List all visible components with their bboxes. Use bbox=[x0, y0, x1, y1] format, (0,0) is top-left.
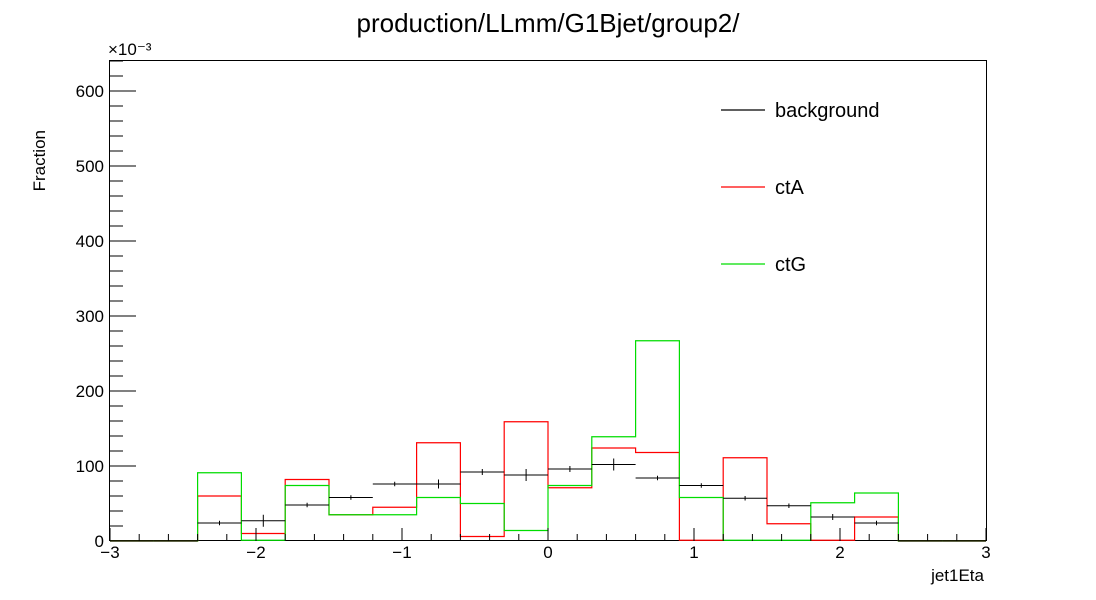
series-ctG-line bbox=[110, 340, 986, 542]
background-point bbox=[416, 479, 461, 489]
y-axis-multiplier: ×10⁻³ bbox=[108, 40, 152, 59]
chart-title: production/LLmm/G1Bjet/group2/ bbox=[357, 8, 741, 38]
x-tick-label: 3 bbox=[981, 543, 990, 562]
x-tick-label: 0 bbox=[543, 543, 552, 562]
background-point bbox=[723, 496, 767, 501]
x-tick-label: −2 bbox=[246, 543, 265, 562]
y-tick-label: 600 bbox=[76, 82, 104, 101]
background-point bbox=[372, 481, 417, 487]
y-tick-label: 0 bbox=[95, 532, 104, 551]
y-axis-label: Fraction bbox=[30, 130, 49, 191]
background-point bbox=[504, 469, 548, 481]
y-tick-label: 100 bbox=[76, 457, 104, 476]
x-tick-label: 1 bbox=[689, 543, 698, 562]
y-tick-label: 400 bbox=[76, 232, 104, 251]
axes-layer: −3 −2 −1 0 1 2 3 0 100 200 300 400 500 600 bbox=[76, 60, 991, 562]
background-point bbox=[460, 469, 505, 475]
x-tick-label: 2 bbox=[835, 543, 844, 562]
background-point bbox=[767, 503, 811, 508]
legend: background ctA ctG bbox=[721, 100, 880, 276]
y-tick-label: 300 bbox=[76, 307, 104, 326]
y-tick-label: 200 bbox=[76, 382, 104, 401]
background-point bbox=[591, 458, 636, 471]
background-point bbox=[548, 466, 592, 472]
y-tick-label: 500 bbox=[76, 157, 104, 176]
background-point bbox=[679, 483, 724, 488]
legend-label-ctG: ctG bbox=[775, 254, 806, 276]
legend-label-ctA: ctA bbox=[775, 177, 805, 199]
x-tick-label: −3 bbox=[100, 543, 119, 562]
background-point bbox=[810, 514, 855, 520]
background-point bbox=[241, 514, 286, 527]
background-point bbox=[329, 495, 373, 500]
x-axis-label: jet1Eta bbox=[930, 566, 984, 585]
background-point bbox=[197, 520, 242, 526]
background-point bbox=[854, 520, 899, 526]
series-layer bbox=[110, 340, 986, 542]
x-tick-label: −1 bbox=[392, 543, 411, 562]
background-point bbox=[285, 502, 329, 508]
background-point bbox=[635, 475, 680, 481]
legend-label-background: background bbox=[775, 100, 880, 122]
